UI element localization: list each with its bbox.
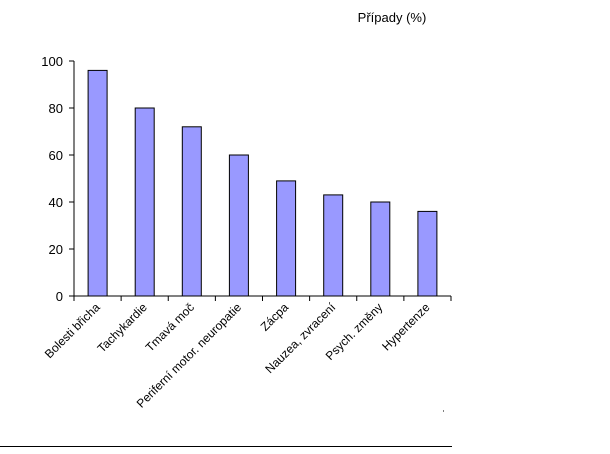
y-tick-label-0: 0: [56, 289, 63, 304]
bars: [87, 69, 438, 297]
footer-rule: [0, 446, 452, 447]
y-tick-labels: 0 20 40 60 80 100: [41, 54, 63, 304]
bar-0: [87, 69, 108, 297]
axes: [69, 60, 452, 301]
bar-2: [181, 126, 202, 297]
bar-5: [323, 194, 344, 297]
x-tick-label-0: Bolesti břicha: [42, 300, 103, 361]
bar-3: [228, 154, 249, 297]
bar-1: [134, 107, 155, 297]
y-tick-label-4: 80: [49, 101, 63, 116]
stray-mark: [443, 410, 444, 412]
bar-7: [417, 210, 438, 297]
y-tick-label-3: 60: [49, 148, 63, 163]
chart-title: Případy (%): [358, 10, 427, 25]
y-tick-label-5: 100: [41, 54, 63, 69]
bar-4: [276, 180, 297, 297]
y-tick-label-1: 20: [49, 242, 63, 257]
x-tick-label-7: Hypertenze: [379, 300, 433, 354]
bar-6: [370, 201, 391, 297]
x-tick-label-4: Zácpa: [258, 300, 292, 334]
y-tick-label-2: 40: [49, 195, 63, 210]
x-tick-label-1: Tachykardie: [95, 300, 150, 355]
